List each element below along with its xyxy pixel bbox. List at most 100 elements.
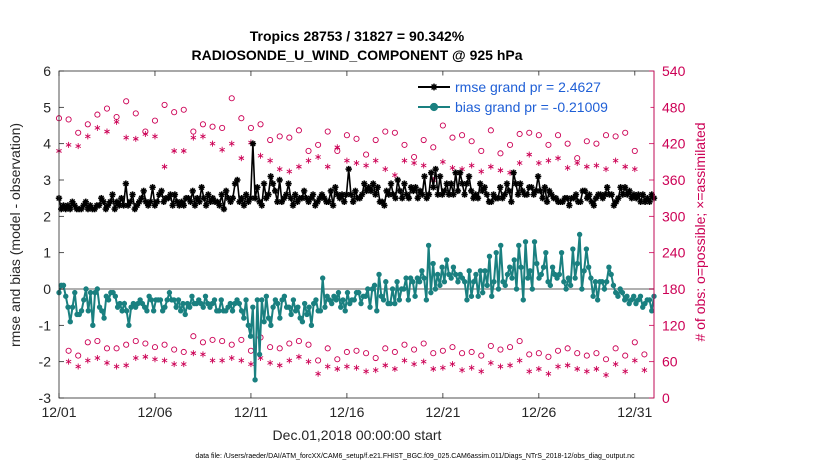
bias-point xyxy=(498,242,504,249)
bias-point xyxy=(443,257,450,263)
obs-assimilated-point xyxy=(353,160,360,167)
rmse-point xyxy=(289,202,297,209)
rmse-point xyxy=(358,191,366,198)
bias-point xyxy=(189,293,195,299)
x-tick-label: 12/21 xyxy=(425,404,460,420)
legend-rmse-marker xyxy=(430,83,438,91)
bias-point xyxy=(157,297,164,303)
bias-point xyxy=(356,289,362,296)
obs-assimilated-point xyxy=(574,160,581,167)
bias-point xyxy=(164,297,170,303)
bias-point xyxy=(274,300,281,307)
bias-point xyxy=(123,308,130,314)
bias-point xyxy=(252,377,258,383)
rmse-point xyxy=(341,198,348,205)
y-axis-label-right: # of obs: o=possible; ×=assimilated xyxy=(692,122,708,341)
bias-point xyxy=(227,300,233,307)
bias-point xyxy=(256,351,263,358)
obs-assimilated-point xyxy=(219,146,225,153)
bias-point xyxy=(218,297,224,303)
bias-point xyxy=(599,279,605,285)
bias-point xyxy=(637,293,644,299)
bias-point xyxy=(416,279,423,285)
bias-point xyxy=(594,297,601,303)
bias-point xyxy=(477,268,484,274)
bias-point xyxy=(362,293,369,299)
bias-point xyxy=(507,264,513,270)
bias-point xyxy=(567,282,574,289)
obs-assimilated-point xyxy=(430,365,437,372)
bias-point xyxy=(63,293,69,299)
bias-point xyxy=(171,297,177,303)
rmse-point xyxy=(427,169,435,176)
rmse-point xyxy=(254,184,261,191)
rmse-point xyxy=(309,191,317,198)
obs-possible-point xyxy=(171,109,178,116)
bias-point xyxy=(72,289,78,296)
obs-assimilated-point xyxy=(440,364,446,371)
obs-possible-point xyxy=(487,342,494,349)
bias-point xyxy=(428,289,434,296)
bias-point xyxy=(441,279,448,285)
bias-point xyxy=(468,293,475,299)
bias-point xyxy=(606,264,612,270)
rmse-point xyxy=(276,176,283,184)
bias-point xyxy=(624,293,630,299)
obs-possible-point xyxy=(276,345,283,352)
rmse-point xyxy=(234,176,241,184)
obs-assimilated-point xyxy=(152,356,158,363)
bias-point xyxy=(90,322,96,329)
rmse-point xyxy=(443,180,450,187)
obs-assimilated-point xyxy=(305,157,312,164)
obs-assimilated-point xyxy=(449,361,456,368)
obs-assimilated-point xyxy=(612,157,619,164)
rmse-point xyxy=(374,184,381,191)
rmse-point xyxy=(205,191,212,198)
bias-point xyxy=(119,308,125,314)
obs-assimilated-point xyxy=(113,118,120,125)
rmse-point xyxy=(414,194,421,202)
obs-possible-point xyxy=(103,345,111,352)
obs-assimilated-point xyxy=(497,363,504,370)
rmse-point xyxy=(140,187,147,195)
rmse-point xyxy=(100,198,107,205)
y-tick-label: 4 xyxy=(43,136,51,152)
obs-assimilated-point xyxy=(555,363,561,370)
rmse-point xyxy=(405,194,413,202)
bias-point xyxy=(649,308,655,314)
bias-point xyxy=(615,293,621,299)
obs-possible-point xyxy=(286,340,293,347)
bias-point xyxy=(425,242,432,249)
bias-point xyxy=(304,311,310,318)
rmse-point xyxy=(436,173,444,180)
bias-point xyxy=(527,268,533,274)
obs-assimilated-point xyxy=(238,357,245,364)
obs-assimilated-point xyxy=(401,357,408,364)
obs-possible-point xyxy=(267,344,274,351)
obs-possible-point xyxy=(631,339,638,346)
bias-point xyxy=(531,239,538,245)
obs-assimilated-point xyxy=(132,355,139,362)
x-axis-label: Dec.01,2018 00:00:00 start xyxy=(273,427,442,443)
obs-assimilated-point xyxy=(132,135,139,142)
bias-point xyxy=(117,300,123,307)
obs-assimilated-point xyxy=(459,367,465,374)
obs-assimilated-point xyxy=(353,364,360,371)
bias-point xyxy=(608,271,614,278)
bias-point xyxy=(410,279,416,285)
obs-possible-point xyxy=(382,128,389,135)
y-tick-label: 3 xyxy=(43,172,51,188)
obs-assimilated-point xyxy=(142,130,149,137)
obs-possible-point xyxy=(535,132,542,139)
bias-point xyxy=(288,311,294,318)
rmse-point xyxy=(450,191,457,198)
obs-possible-point xyxy=(171,346,178,353)
chart-title: Tropics 28753 / 31827 = 90.342% xyxy=(250,28,465,44)
rmse-point xyxy=(615,194,622,202)
obs-assimilated-point xyxy=(296,353,302,360)
obs-possible-point xyxy=(84,339,91,346)
rmse-point xyxy=(138,194,145,202)
rmse-point xyxy=(401,180,408,187)
obs-assimilated-point xyxy=(344,157,350,164)
